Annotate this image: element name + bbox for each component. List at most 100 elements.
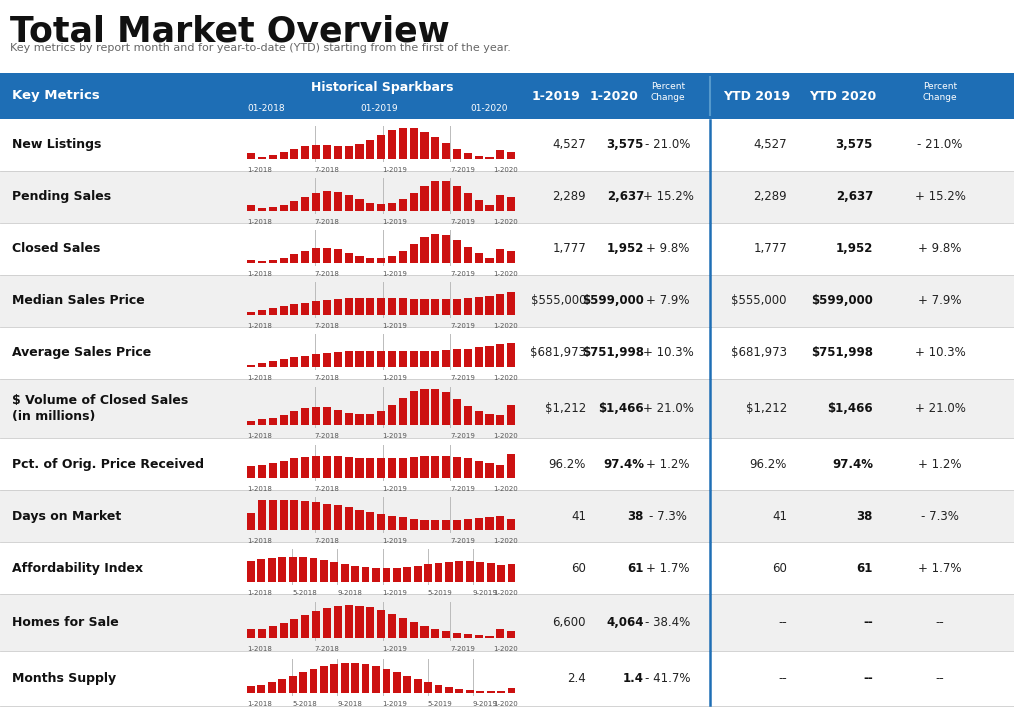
Bar <box>507 518 515 530</box>
Bar <box>247 205 256 211</box>
Bar <box>410 456 418 479</box>
Bar <box>355 606 364 638</box>
Bar <box>258 157 266 159</box>
Bar <box>414 566 422 582</box>
Text: 7-2018: 7-2018 <box>314 323 340 329</box>
Text: + 1.7%: + 1.7% <box>919 562 961 574</box>
Bar <box>289 557 296 582</box>
Text: $751,998: $751,998 <box>811 346 873 359</box>
Bar <box>507 631 515 638</box>
Bar <box>290 411 298 424</box>
Bar <box>463 298 472 315</box>
Text: 2.4: 2.4 <box>567 672 586 685</box>
Text: 1-2020: 1-2020 <box>493 167 518 173</box>
Text: 7-2019: 7-2019 <box>450 538 476 545</box>
Bar <box>334 506 342 530</box>
Bar <box>322 145 331 159</box>
Bar <box>258 559 266 582</box>
Text: 1-2020: 1-2020 <box>493 433 518 439</box>
Bar <box>410 351 418 367</box>
Bar <box>496 516 504 530</box>
Bar <box>442 520 450 530</box>
Bar <box>388 131 396 159</box>
Bar <box>312 502 320 530</box>
Text: $599,000: $599,000 <box>582 294 644 307</box>
Bar <box>345 456 353 479</box>
Text: 97.4%: 97.4% <box>603 458 644 471</box>
Bar <box>345 508 353 530</box>
Bar <box>355 351 364 367</box>
Text: 9-2018: 9-2018 <box>338 702 362 707</box>
Text: $681,973: $681,973 <box>731 346 787 359</box>
Text: 1-2018: 1-2018 <box>247 702 272 707</box>
Text: Affordability Index: Affordability Index <box>12 562 143 574</box>
Bar <box>309 669 317 693</box>
Text: 5-2019: 5-2019 <box>428 590 452 597</box>
Bar <box>247 560 255 582</box>
Text: 6,600: 6,600 <box>553 616 586 629</box>
Bar <box>345 351 353 367</box>
Bar <box>435 563 442 582</box>
Bar <box>312 193 320 211</box>
Text: 01-2019: 01-2019 <box>361 104 399 113</box>
Bar <box>377 459 385 479</box>
Bar <box>424 565 432 582</box>
Bar <box>334 410 342 424</box>
Text: 7-2019: 7-2019 <box>450 433 476 439</box>
Bar <box>301 146 309 159</box>
Text: 7-2018: 7-2018 <box>314 375 340 381</box>
Bar <box>258 685 266 693</box>
Bar <box>399 351 407 367</box>
Bar <box>258 311 266 315</box>
Bar <box>0 491 1014 542</box>
Text: Median Sales Price: Median Sales Price <box>12 294 145 307</box>
Bar <box>0 223 1014 275</box>
Text: 4,527: 4,527 <box>553 139 586 151</box>
Bar <box>366 458 374 479</box>
Text: 7-2018: 7-2018 <box>314 433 340 439</box>
Text: + 1.7%: + 1.7% <box>646 562 690 574</box>
Text: - 38.4%: - 38.4% <box>645 616 691 629</box>
Bar <box>453 186 461 211</box>
Text: --: -- <box>863 616 873 629</box>
Text: 1-2020: 1-2020 <box>493 219 518 225</box>
Bar <box>322 503 331 530</box>
Text: 1,777: 1,777 <box>553 242 586 255</box>
Text: 1-2020: 1-2020 <box>493 271 518 277</box>
Text: 7-2018: 7-2018 <box>314 219 340 225</box>
Bar <box>269 155 277 159</box>
Bar <box>301 251 309 263</box>
Bar <box>421 456 429 479</box>
Bar <box>486 463 494 479</box>
Bar <box>366 414 374 424</box>
Bar <box>421 299 429 315</box>
Text: 1-2019: 1-2019 <box>382 375 408 381</box>
Text: - 7.3%: - 7.3% <box>649 510 686 523</box>
Text: $681,973: $681,973 <box>530 346 586 359</box>
Text: 9-2019: 9-2019 <box>473 590 498 597</box>
Bar <box>280 461 288 479</box>
Bar <box>345 605 353 638</box>
Bar <box>410 128 418 159</box>
Bar <box>331 562 339 582</box>
Text: Months Supply: Months Supply <box>12 672 117 685</box>
Bar <box>280 359 288 367</box>
Text: YTD 2019: YTD 2019 <box>723 90 791 102</box>
Bar <box>496 415 504 424</box>
Bar <box>486 636 494 638</box>
Text: + 7.9%: + 7.9% <box>919 294 961 307</box>
Bar <box>382 568 390 582</box>
Bar <box>322 456 331 479</box>
Text: + 1.2%: + 1.2% <box>919 458 961 471</box>
Bar <box>290 149 298 159</box>
Text: 1-2018: 1-2018 <box>247 646 272 652</box>
Text: --: -- <box>936 672 944 685</box>
Text: 1-2019: 1-2019 <box>382 538 408 545</box>
Bar <box>247 365 256 367</box>
Bar <box>351 566 359 582</box>
Bar <box>258 363 266 367</box>
Bar <box>410 193 418 211</box>
Bar <box>424 683 432 693</box>
Text: $1,466: $1,466 <box>827 402 873 415</box>
Bar <box>431 137 439 159</box>
